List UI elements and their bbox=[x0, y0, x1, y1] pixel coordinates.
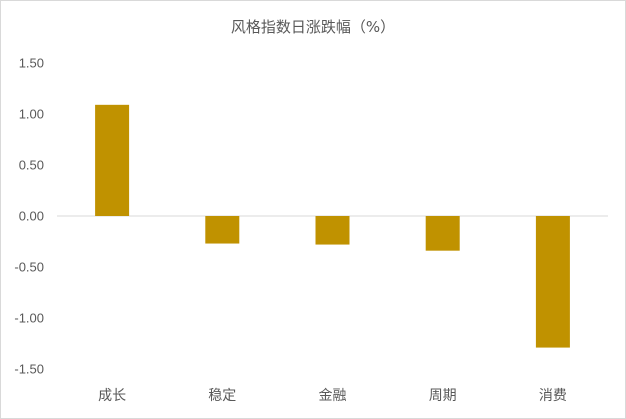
y-tick-label: 1.50 bbox=[19, 56, 44, 71]
x-category-label: 成长 bbox=[98, 388, 126, 404]
x-axis-labels: 成长 稳定 金融 周期 消费 bbox=[98, 388, 567, 404]
chart-title: 风格指数日涨跌幅（%） bbox=[230, 18, 396, 36]
x-category-label: 周期 bbox=[429, 388, 457, 404]
y-tick-label: 1.00 bbox=[19, 107, 44, 122]
bar-0 bbox=[95, 104, 130, 216]
y-tick-label: 0.50 bbox=[19, 158, 44, 173]
y-tick-label: -0.50 bbox=[14, 260, 44, 275]
x-category-label: 金融 bbox=[319, 388, 347, 404]
y-tick-label: -1.50 bbox=[14, 362, 44, 377]
y-tick-label: 0.00 bbox=[19, 209, 44, 224]
x-category-label: 稳定 bbox=[208, 388, 236, 404]
bar-1 bbox=[205, 216, 240, 244]
y-axis-ticks: 1.50 1.00 0.50 0.00 -0.50 -1.00 -1.50 bbox=[14, 56, 44, 377]
x-category-label: 消费 bbox=[539, 388, 567, 404]
bars bbox=[95, 104, 570, 348]
y-tick-label: -1.00 bbox=[14, 311, 44, 326]
bar-3 bbox=[425, 216, 460, 251]
bar-2 bbox=[315, 216, 350, 245]
bar-4 bbox=[535, 216, 570, 348]
